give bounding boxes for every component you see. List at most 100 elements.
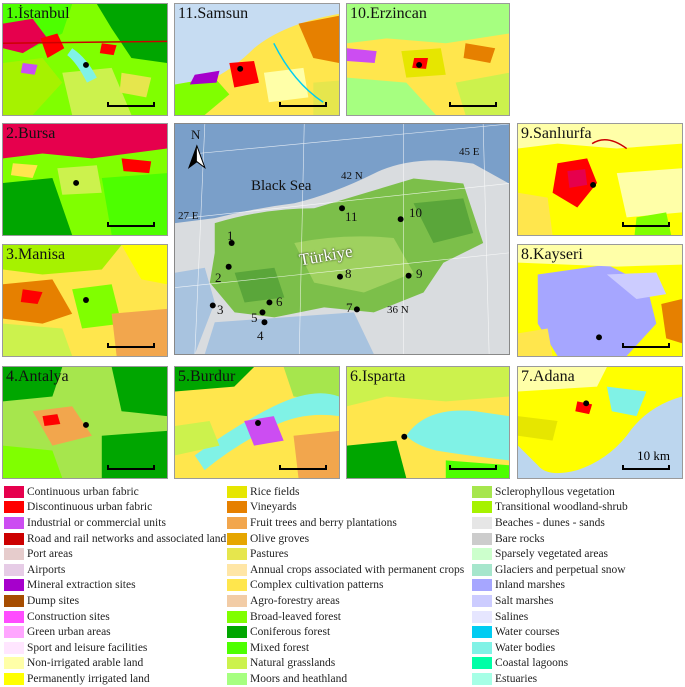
legend-label: Glaciers and perpetual snow xyxy=(495,563,626,576)
legend-item: Salines xyxy=(472,609,628,625)
legend-item: Road and rail networks and associated la… xyxy=(4,531,226,547)
legend-item: Port areas xyxy=(4,546,226,562)
legend-label: Salines xyxy=(495,610,529,623)
legend-swatch xyxy=(472,501,492,514)
legend-swatch xyxy=(4,516,24,529)
legend-label: Discontinuous urban fabric xyxy=(27,501,153,514)
legend-swatch xyxy=(227,563,247,576)
panel-label: 2.Bursa xyxy=(6,125,56,142)
overview-map-graphic xyxy=(175,124,509,354)
legend-item: Airports xyxy=(4,562,226,578)
panel-label: 8.Kayseri xyxy=(521,246,583,263)
landcover-map-samsun xyxy=(175,4,339,115)
site-point-6 xyxy=(266,299,273,306)
scale-bar xyxy=(279,465,327,470)
site-point xyxy=(416,61,423,68)
legend-label: Coniferous forest xyxy=(250,626,331,639)
panel-label: 5.Burdur xyxy=(178,368,236,385)
panel-label: 10.Erzincan xyxy=(350,5,427,22)
site-point-2 xyxy=(225,263,232,270)
legend-label: Industrial or commercial units xyxy=(27,516,166,529)
legend-item: Complex cultivation patterns xyxy=(227,578,464,594)
legend-swatch xyxy=(227,594,247,607)
site-point-3 xyxy=(209,302,216,309)
site-point xyxy=(583,400,590,407)
legend-item: Natural grasslands xyxy=(227,656,464,672)
landcover-map-kayseri xyxy=(518,245,682,356)
legend-swatch xyxy=(4,501,24,514)
legend-swatch xyxy=(227,641,247,654)
legend-label: Sparsely vegetated areas xyxy=(495,548,609,561)
legend-swatch xyxy=(472,563,492,576)
legend-swatch xyxy=(227,610,247,623)
site-point xyxy=(596,334,602,341)
legend-swatch xyxy=(472,657,492,670)
legend-swatch xyxy=(227,532,247,545)
legend-label: Complex cultivation patterns xyxy=(250,579,384,592)
panel-isparta: 6.Isparta xyxy=(346,366,510,479)
legend-item: Beaches - dunes - sands xyxy=(472,515,628,531)
legend-item: Glaciers and perpetual snow xyxy=(472,562,628,578)
site-number-1: 1 xyxy=(227,228,234,243)
legend-label: Sport and leisure facilities xyxy=(27,641,148,654)
legend-swatch xyxy=(4,485,24,498)
panel-adana: 7.Adana 10 km xyxy=(517,366,683,479)
legend-item: Non-irrigated arable land xyxy=(4,656,226,672)
legend-label: Agro-forestry areas xyxy=(250,594,340,607)
legend-label: Permanently irrigated land xyxy=(27,672,150,685)
legend-swatch xyxy=(4,548,24,561)
site-point xyxy=(255,420,261,426)
landcover-map-manisa xyxy=(3,245,167,356)
scale-bar xyxy=(107,343,155,348)
legend-label: Continuous urban fabric xyxy=(27,485,139,498)
panel-burdur: 5.Burdur xyxy=(174,366,340,479)
scale-bar xyxy=(622,343,670,348)
legend-column-2: Rice fields Vineyards Fruit trees and berr… xyxy=(227,484,464,687)
legend-label: Rice fields xyxy=(250,485,300,498)
site-point-11 xyxy=(339,205,345,212)
site-point xyxy=(401,433,408,440)
legend-swatch xyxy=(227,672,247,685)
legend-item: Mineral extraction sites xyxy=(4,578,226,594)
legend-label: Water bodies xyxy=(495,641,556,654)
legend-label: Bare rocks xyxy=(495,532,545,545)
legend-swatch xyxy=(227,485,247,498)
overview-map: N Black Sea Türkiye 45 E 42 N 27 E 36 N … xyxy=(174,123,510,355)
landcover-map-sanliurfa xyxy=(518,124,682,235)
site-point xyxy=(73,179,80,186)
legend-item: Coniferous forest xyxy=(227,624,464,640)
legend-swatch xyxy=(472,626,492,639)
legend-label: Water courses xyxy=(495,626,560,639)
legend-item: Sparsely vegetated areas xyxy=(472,546,628,562)
scale-bar xyxy=(449,465,497,470)
landcover-map-burdur xyxy=(175,367,339,478)
legend-swatch xyxy=(472,485,492,498)
legend-label: Sclerophyllous vegetation xyxy=(495,485,615,498)
north-arrow-icon xyxy=(187,144,206,170)
legend-item: Pastures xyxy=(227,546,464,562)
site-number-2: 2 xyxy=(215,270,222,285)
legend-item: Vineyards xyxy=(227,500,464,516)
legend-item: Broad-leaved forest xyxy=(227,609,464,625)
legend-swatch xyxy=(4,610,24,623)
site-number-8: 8 xyxy=(345,266,352,281)
legend-swatch xyxy=(4,532,24,545)
scale-bar xyxy=(279,102,327,107)
panel-label: 4.Antalya xyxy=(6,368,69,385)
panel-antalya: 4.Antalya xyxy=(2,366,168,479)
graticule-label-36n: 36 N xyxy=(387,304,409,316)
scale-bar xyxy=(449,102,497,107)
site-point-8 xyxy=(337,273,343,280)
legend-label: Salt marshes xyxy=(495,594,554,607)
legend-swatch xyxy=(472,548,492,561)
legend-swatch xyxy=(472,594,492,607)
legend-item: Fruit trees and berry plantations xyxy=(227,515,464,531)
scale-label: 10 km xyxy=(637,448,670,463)
panel-erzincan: 10.Erzincan xyxy=(346,3,510,116)
legend-item: Agro-forestry areas xyxy=(227,593,464,609)
legend-item: Green urban areas xyxy=(4,624,226,640)
landcover-map-isparta xyxy=(347,367,509,478)
legend-label: Inland marshes xyxy=(495,579,565,592)
panel-label: 11.Samsun xyxy=(178,5,249,22)
landcover-map-erzincan xyxy=(347,4,509,115)
